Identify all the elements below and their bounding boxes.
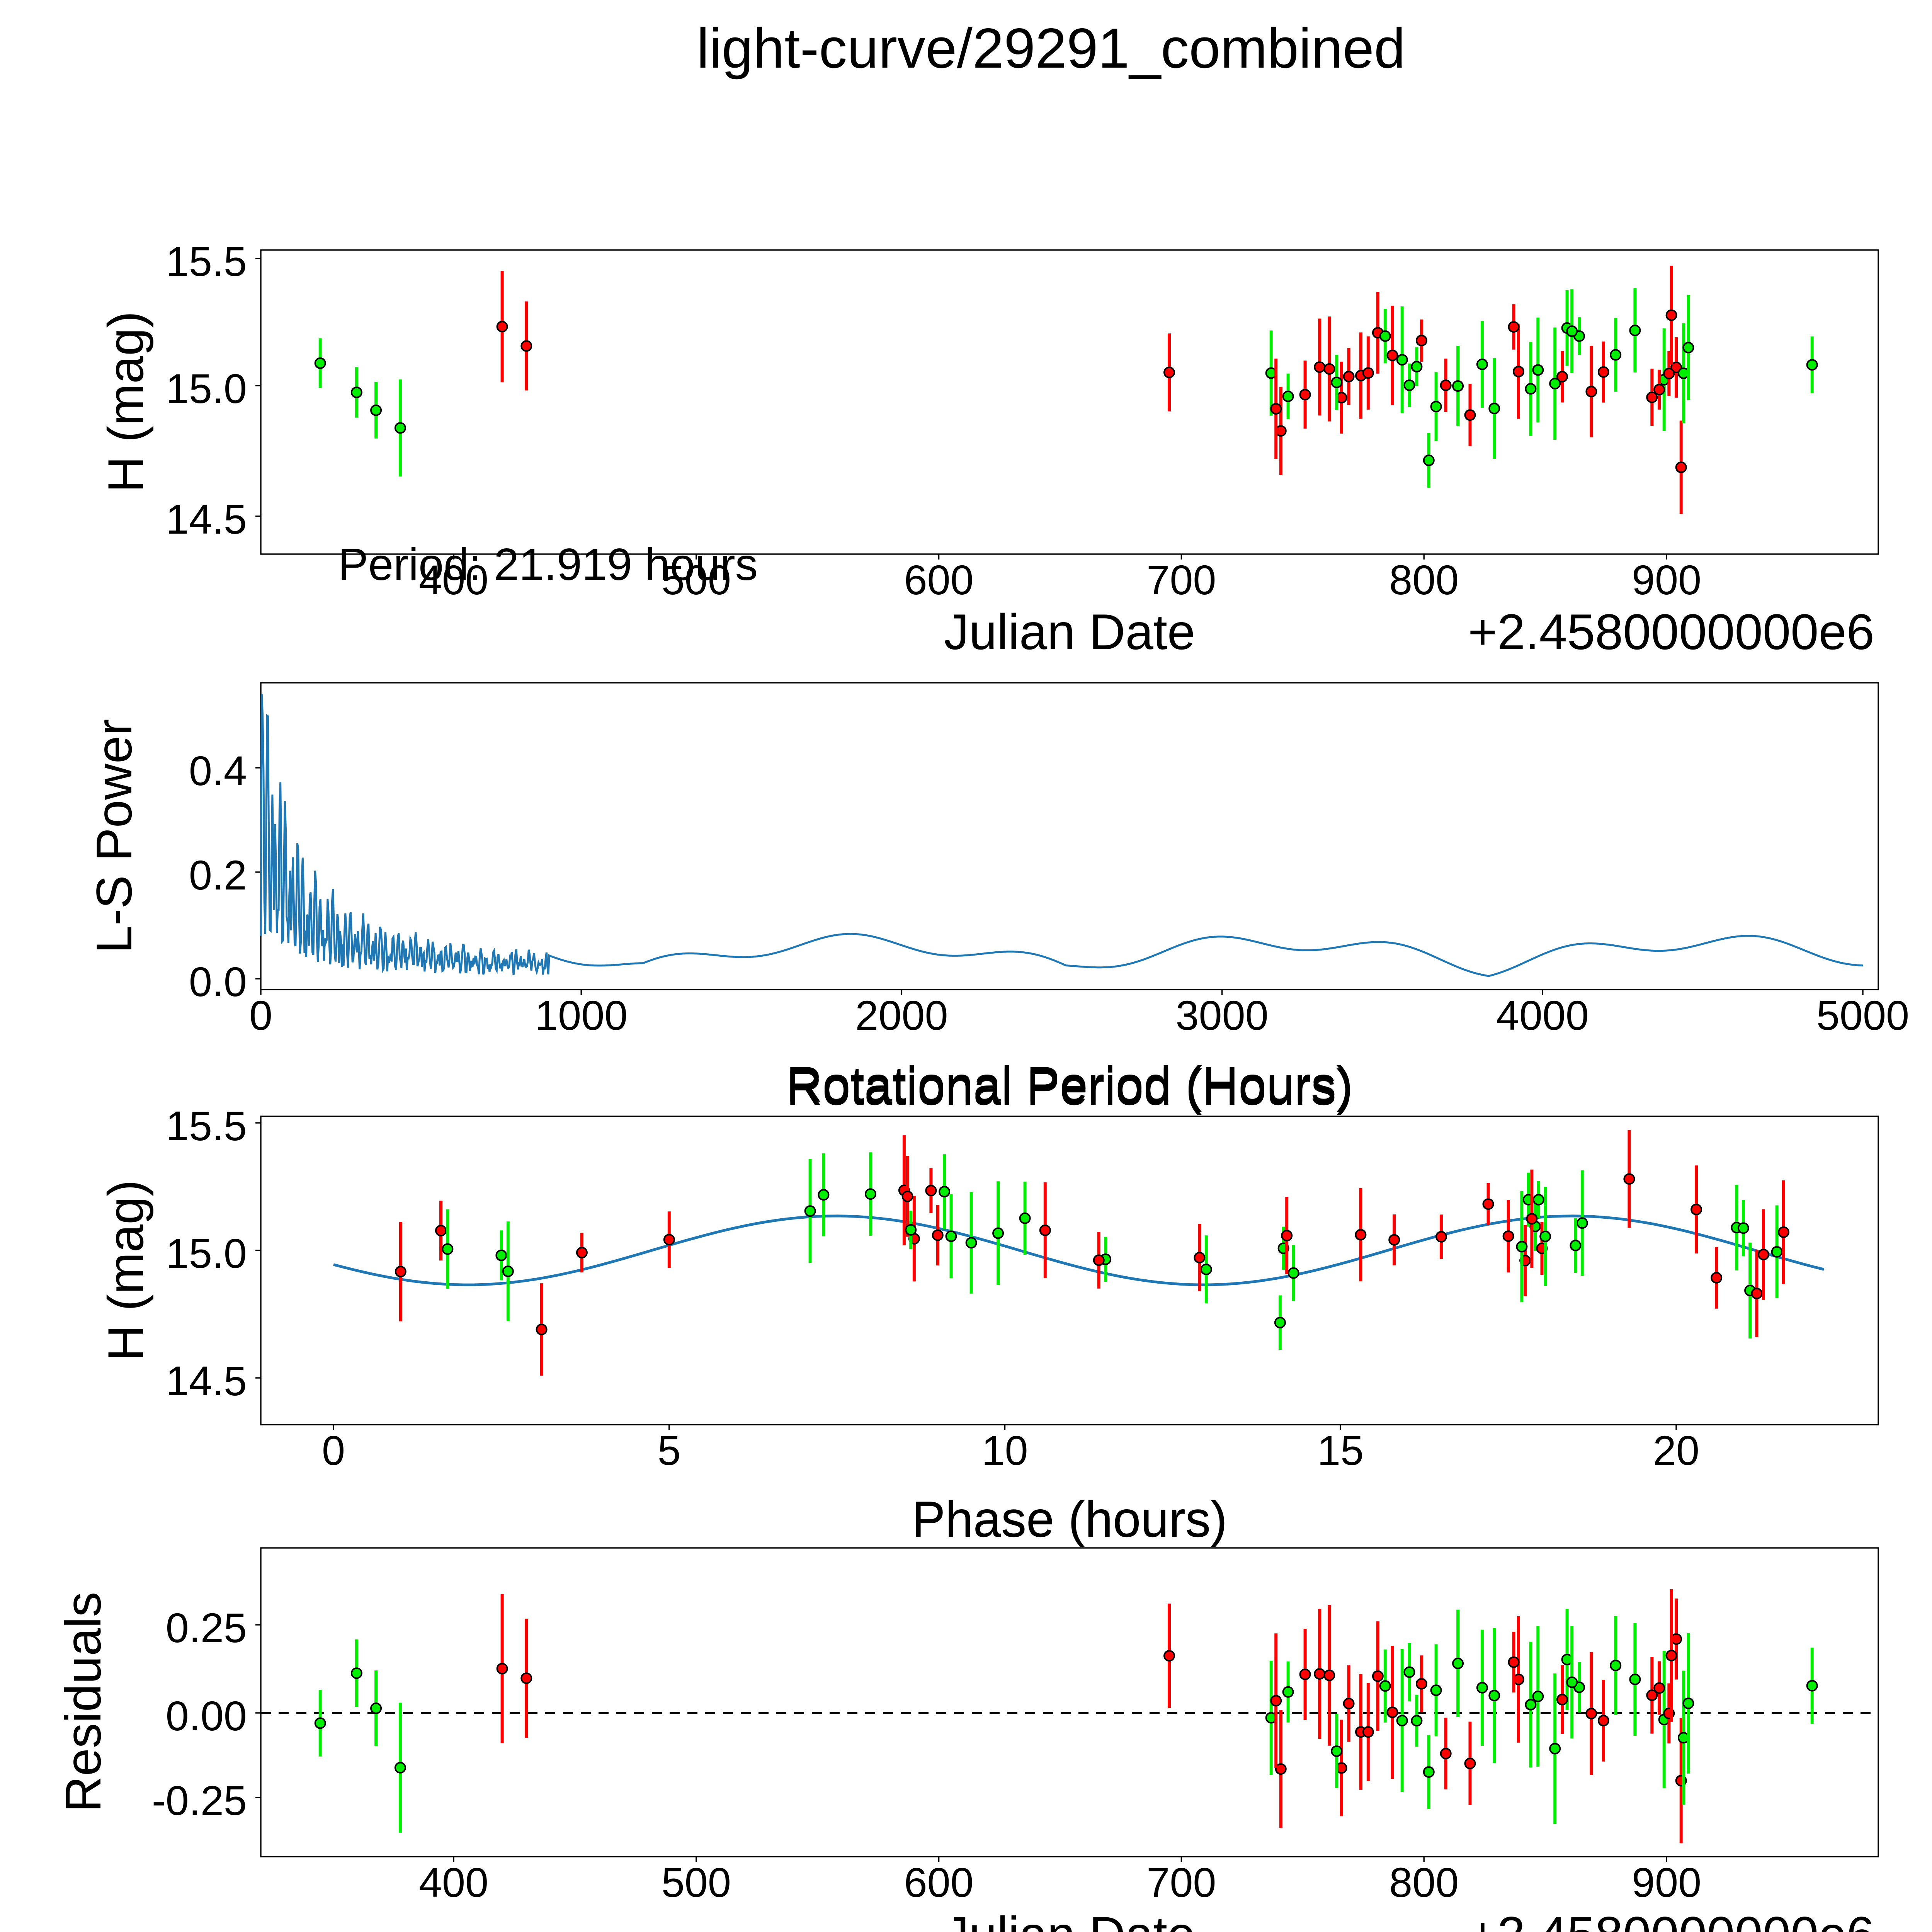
svg-text:400: 400 <box>419 1859 488 1906</box>
svg-text:500: 500 <box>662 1859 731 1906</box>
svg-text:14.5: 14.5 <box>166 496 247 543</box>
svg-text:15: 15 <box>1317 1427 1364 1474</box>
svg-text:-0.25: -0.25 <box>152 1777 247 1824</box>
svg-text:600: 600 <box>904 1859 973 1906</box>
svg-text:Rotational Period (Hours): Rotational Period (Hours) <box>786 1059 1353 1116</box>
svg-text:0.4: 0.4 <box>189 747 247 794</box>
svg-text:0.25: 0.25 <box>166 1604 247 1651</box>
svg-text:10: 10 <box>981 1427 1028 1474</box>
svg-text:15.5: 15.5 <box>166 238 247 285</box>
svg-text:0.2: 0.2 <box>189 852 247 898</box>
svg-text:14.5: 14.5 <box>166 1357 247 1404</box>
svg-text:0: 0 <box>322 1427 345 1474</box>
svg-text:900: 900 <box>1632 556 1701 603</box>
svg-text:0.0: 0.0 <box>189 958 247 1005</box>
svg-text:15.5: 15.5 <box>166 1102 247 1149</box>
svg-text:L-S Power: L-S Power <box>86 719 142 954</box>
svg-text:Phase (hours): Phase (hours) <box>912 1491 1228 1547</box>
svg-text:5000: 5000 <box>1816 992 1909 1039</box>
svg-text:Julian Date: Julian Date <box>944 604 1195 660</box>
svg-text:Period: 21.919 hours: Period: 21.919 hours <box>338 539 758 590</box>
svg-text:900: 900 <box>1632 1859 1701 1906</box>
svg-text:2000: 2000 <box>855 992 948 1039</box>
svg-text:H (mag): H (mag) <box>97 311 154 492</box>
svg-text:700: 700 <box>1146 556 1216 603</box>
svg-text:700: 700 <box>1146 1859 1216 1906</box>
svg-text:800: 800 <box>1389 1859 1459 1906</box>
svg-text:15.0: 15.0 <box>166 365 247 412</box>
svg-text:20: 20 <box>1653 1427 1699 1474</box>
svg-text:0: 0 <box>249 992 272 1039</box>
svg-text:Julian Date: Julian Date <box>944 1906 1195 1932</box>
svg-text:light-curve/29291_combined: light-curve/29291_combined <box>697 17 1405 80</box>
svg-text:1000: 1000 <box>535 992 628 1039</box>
svg-text:3000: 3000 <box>1175 992 1268 1039</box>
svg-text:15.0: 15.0 <box>166 1230 247 1277</box>
svg-text:5: 5 <box>658 1427 681 1474</box>
svg-text:4000: 4000 <box>1496 992 1589 1039</box>
svg-text:+2.4580000000e6: +2.4580000000e6 <box>1468 604 1874 660</box>
svg-text:0.00: 0.00 <box>166 1692 247 1739</box>
svg-text:600: 600 <box>904 556 973 603</box>
svg-text:Residuals: Residuals <box>55 1592 111 1813</box>
svg-text:H (mag): H (mag) <box>97 1180 154 1361</box>
svg-text:+2.4580000000e6: +2.4580000000e6 <box>1468 1906 1874 1932</box>
svg-text:800: 800 <box>1389 556 1459 603</box>
